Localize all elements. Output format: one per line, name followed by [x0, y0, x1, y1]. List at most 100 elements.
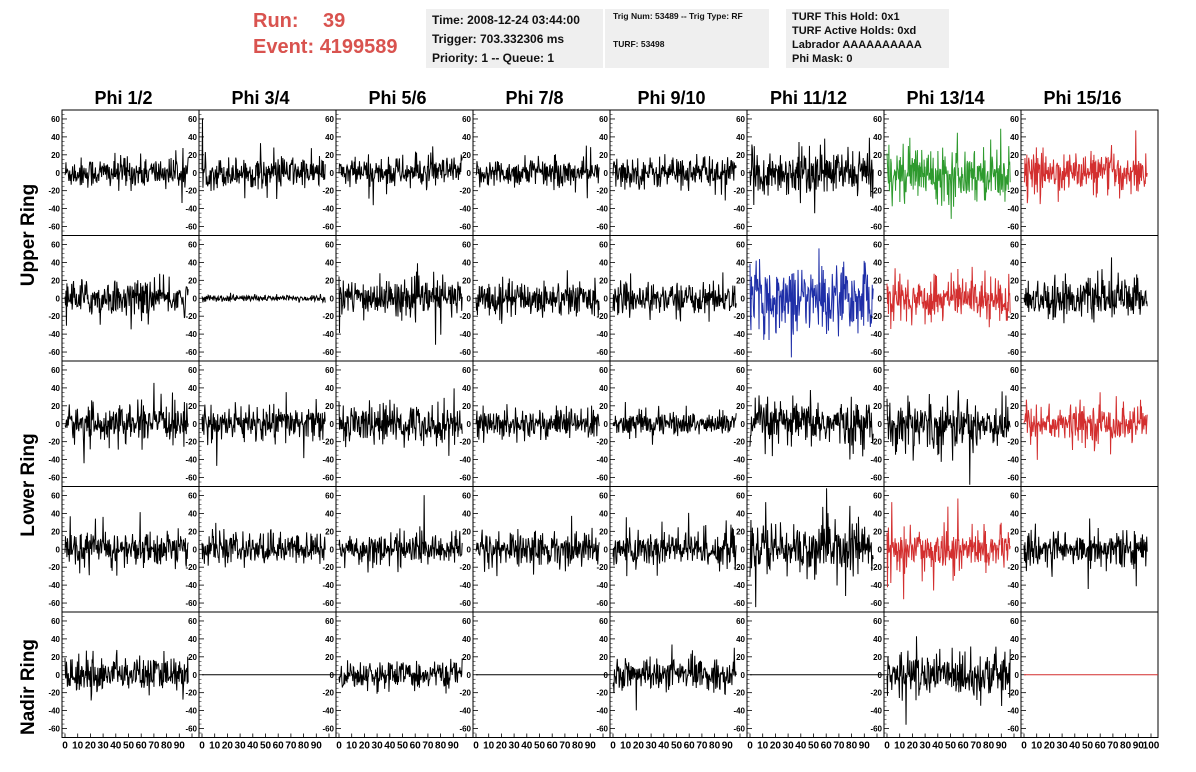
xtick-label: 0 [1021, 741, 1027, 752]
run-label: Run: [253, 10, 299, 32]
ytick-label: 60 [51, 240, 60, 249]
ytick-label: -20 [596, 187, 608, 196]
waveform-r2-c1 [201, 392, 326, 466]
xtick-label: 50 [123, 741, 135, 752]
xtick-label: 10 [346, 741, 358, 752]
ytick-label: -40 [185, 456, 197, 465]
ytick-label: 20 [736, 151, 745, 160]
waveform-r0-c3 [475, 145, 600, 199]
ytick-label: -20 [459, 187, 471, 196]
waveform-r0-c5 [749, 137, 874, 214]
ytick-label: -60 [48, 474, 60, 483]
ytick-label: 40 [736, 133, 745, 142]
xtick-label: 20 [907, 741, 919, 752]
xtick-label: 50 [397, 741, 409, 752]
ytick-label: 20 [736, 653, 745, 662]
ytick-label: -20 [870, 312, 882, 321]
phi-label-1: Phi 1/2 [94, 88, 153, 108]
ytick-label: -20 [459, 563, 471, 572]
xtick-label: 10 [757, 741, 769, 752]
ytick-label: -20 [322, 563, 334, 572]
ytick-label: -60 [459, 223, 471, 232]
xtick-label: 90 [585, 741, 597, 752]
xtick-label: 60 [410, 741, 422, 752]
xtick-label: 40 [384, 741, 396, 752]
ytick-label: 20 [873, 527, 882, 536]
waveform-r3-c3 [475, 515, 600, 577]
ytick-label: 20 [599, 527, 608, 536]
xtick-label: 70 [285, 741, 297, 752]
ytick-label: 20 [51, 402, 60, 411]
ytick-label: 20 [1010, 653, 1019, 662]
ytick-label: -40 [459, 707, 471, 716]
ytick-label: -20 [459, 689, 471, 698]
waveform-r3-c2 [338, 495, 463, 573]
ytick-label: 0 [467, 169, 472, 178]
ytick-label: 40 [873, 635, 882, 644]
ytick-label: -40 [596, 581, 608, 590]
ytick-label: -20 [733, 187, 745, 196]
ytick-label: 0 [741, 169, 746, 178]
waveform-r0-c1 [201, 118, 326, 199]
xtick-label: 80 [435, 741, 447, 752]
time-info-panel: Time: 2008-12-24 03:44:00 Trigger: 703.3… [426, 9, 603, 68]
ytick-label: 0 [193, 420, 198, 429]
ytick-label: 0 [330, 294, 335, 303]
ytick-label: 0 [56, 169, 61, 178]
ytick-label: -60 [185, 474, 197, 483]
waveform-r2-c6 [886, 390, 1011, 485]
ytick-label: 0 [193, 545, 198, 554]
ytick-label: -40 [459, 205, 471, 214]
ytick-label: 20 [599, 151, 608, 160]
ytick-label: 40 [51, 635, 60, 644]
xtick-label: 80 [161, 741, 173, 752]
ytick-label: 40 [873, 133, 882, 142]
ytick-label: 60 [462, 366, 471, 375]
ytick-label: 0 [878, 294, 883, 303]
ytick-label: 40 [325, 384, 334, 393]
ytick-label: -60 [48, 223, 60, 232]
xtick-label: 0 [336, 741, 342, 752]
ytick-label: 20 [188, 527, 197, 536]
ytick-label: 40 [188, 635, 197, 644]
ytick-label: 60 [188, 491, 197, 500]
xtick-label: 30 [1057, 741, 1069, 752]
ytick-label: -60 [596, 725, 608, 734]
ytick-label: 60 [736, 366, 745, 375]
xtick-label: 80 [572, 741, 584, 752]
ytick-label: -40 [596, 205, 608, 214]
trig-info-panel: Trig Num: 53489 -- Trig Type: RF TURF: 5… [605, 9, 769, 68]
ytick-label: 40 [325, 258, 334, 267]
ytick-label: -40 [870, 456, 882, 465]
xtick-label: 10 [209, 741, 221, 752]
ytick-label: 0 [741, 671, 746, 680]
run-value: 39 [323, 10, 346, 32]
ytick-label: 0 [56, 420, 61, 429]
ytick-label: 20 [188, 402, 197, 411]
ytick-label: 40 [462, 635, 471, 644]
ytick-label: 60 [599, 491, 608, 500]
xtick-label: 10 [620, 741, 632, 752]
ytick-label: -60 [322, 223, 334, 232]
xtick-label: 70 [970, 741, 982, 752]
ytick-label: -60 [1007, 348, 1019, 357]
ytick-label: 40 [462, 258, 471, 267]
ytick-label: -20 [870, 563, 882, 572]
ytick-label: -20 [1007, 689, 1019, 698]
ytick-label: 40 [51, 133, 60, 142]
ytick-label: 40 [188, 133, 197, 142]
waveform-r1-c0 [64, 273, 189, 330]
ytick-label: -20 [733, 689, 745, 698]
ytick-label: 40 [736, 258, 745, 267]
time-text: Time: 2008-12-24 03:44:00 [432, 13, 580, 27]
xtick-label: 80 [1120, 741, 1132, 752]
ytick-label: 60 [462, 115, 471, 124]
ytick-label: 40 [51, 258, 60, 267]
ytick-label: 20 [736, 276, 745, 285]
xtick-label: 30 [783, 741, 795, 752]
ytick-label: 20 [873, 402, 882, 411]
waveform-r2-c2 [338, 388, 463, 456]
ytick-label: -60 [322, 725, 334, 734]
ytick-label: 0 [1015, 169, 1020, 178]
ytick-label: -40 [1007, 456, 1019, 465]
